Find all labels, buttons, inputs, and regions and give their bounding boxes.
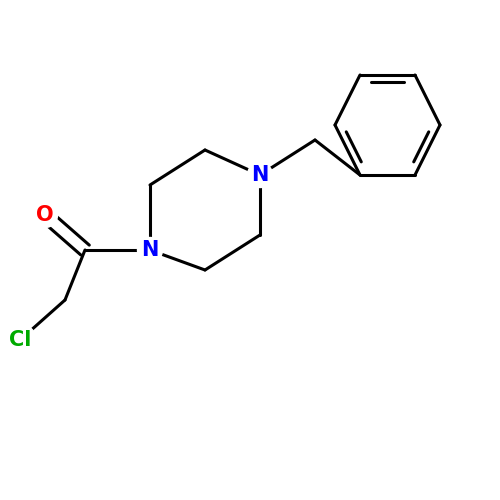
Text: N: N (252, 165, 268, 185)
Text: O: O (36, 205, 54, 225)
Text: N: N (142, 240, 158, 260)
Text: Cl: Cl (9, 330, 31, 350)
Circle shape (4, 324, 36, 356)
Circle shape (138, 238, 162, 262)
Circle shape (248, 162, 272, 188)
Circle shape (32, 202, 58, 228)
